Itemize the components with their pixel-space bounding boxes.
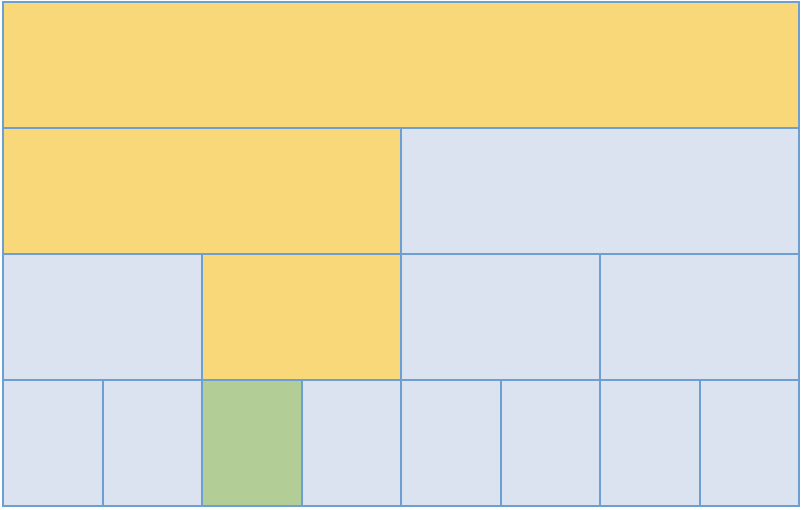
tier-row-3 xyxy=(4,255,798,379)
block-default-r3-c3 xyxy=(402,255,599,379)
block-default-r4-c1 xyxy=(4,381,102,505)
block-highlight-r1-c1 xyxy=(4,3,798,127)
block-default-r3-c1 xyxy=(4,255,201,379)
block-default-r4-c4 xyxy=(302,381,400,505)
tier-row-4 xyxy=(4,381,798,505)
block-default-r4-c5 xyxy=(402,381,500,505)
block-default-r4-c7 xyxy=(601,381,699,505)
block-default-r3-c4 xyxy=(601,255,798,379)
block-selected-r4-c3 xyxy=(203,381,301,505)
block-default-r4-c6 xyxy=(501,381,599,505)
block-default-r4-c8 xyxy=(700,381,798,505)
block-highlight-r3-c2 xyxy=(203,255,400,379)
block-default-r4-c2 xyxy=(103,381,201,505)
tier-row-1 xyxy=(4,3,798,127)
block-default-r2-c2 xyxy=(402,129,798,253)
block-highlight-r2-c1 xyxy=(4,129,400,253)
tier-row-2 xyxy=(4,129,798,253)
